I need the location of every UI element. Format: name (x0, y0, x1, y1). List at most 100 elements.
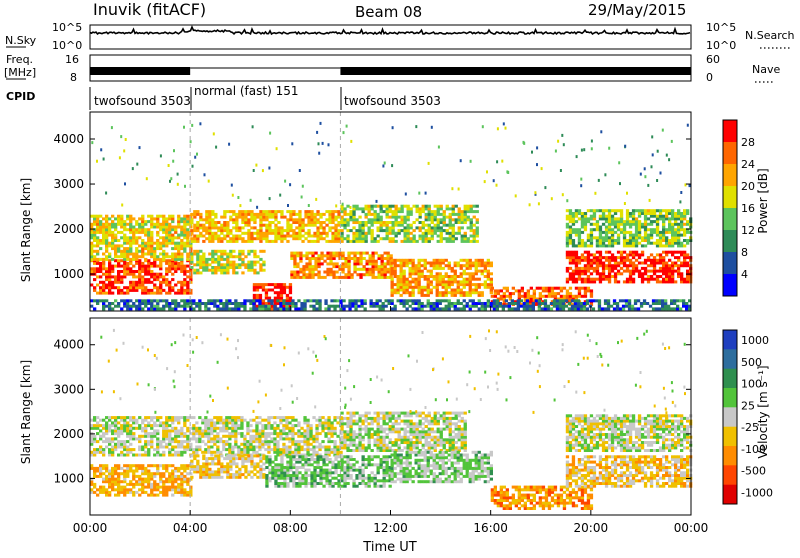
heatmap-cell (677, 275, 680, 278)
heatmap-cell (171, 478, 174, 481)
heatmap-cell (174, 419, 177, 422)
heatmap-cell (240, 427, 243, 430)
heatmap-cell (153, 278, 156, 281)
heatmap-cell (174, 302, 177, 305)
heatmap-cell (318, 307, 321, 310)
heatmap-cell (222, 307, 225, 310)
heatmap-cell (608, 220, 611, 223)
heatmap-cell (527, 295, 530, 298)
heatmap-cell (147, 270, 150, 273)
heatmap-cell (665, 275, 668, 278)
heatmap-cell (338, 252, 341, 255)
heatmap-cell (271, 210, 274, 213)
heatmap-cell (211, 253, 214, 256)
heatmap-cell (608, 262, 611, 265)
heatmap-cell (190, 240, 193, 243)
heatmap-cell (105, 286, 108, 289)
heatmap-cell (355, 207, 358, 210)
heatmap-cell (372, 257, 375, 260)
heatmap-cell (560, 289, 563, 292)
heatmap-cell (318, 299, 321, 302)
heatmap-cell (177, 253, 180, 256)
heatmap-cell (545, 289, 548, 292)
heatmap-cell (135, 223, 138, 226)
heatmap-cell (673, 307, 676, 310)
heatmap-cell (565, 299, 568, 302)
heatmap-cell (141, 215, 144, 218)
heatmap-cell (466, 305, 469, 308)
heatmap-cell (644, 212, 647, 215)
heatmap-cell (671, 251, 674, 254)
heatmap-cell (232, 255, 235, 258)
heatmap-cell (262, 250, 265, 253)
heatmap-cell (359, 252, 362, 255)
heatmap-cell (494, 295, 497, 298)
heatmap-cell (253, 283, 256, 286)
heatmap-cell (299, 252, 302, 255)
heatmap-cell (454, 289, 457, 292)
heatmap-cell (317, 262, 320, 265)
heatmap-cell (314, 262, 317, 265)
heatmap-cell (129, 223, 132, 226)
heatmap-cell (293, 273, 296, 276)
heatmap-cell (232, 250, 235, 253)
heatmap-cell (448, 305, 451, 308)
heatmap-cell (581, 242, 584, 245)
heatmap-cell (369, 257, 372, 260)
scatter-point (486, 170, 488, 173)
heatmap-cell (463, 264, 466, 267)
heatmap-cell (180, 242, 183, 245)
heatmap-cell (102, 258, 105, 261)
heatmap-cell (677, 231, 680, 234)
heatmap-cell (349, 240, 352, 243)
heatmap-cell (319, 224, 322, 227)
heatmap-cell (467, 218, 470, 221)
heatmap-cell (460, 294, 463, 297)
heatmap-cell (280, 213, 283, 216)
heatmap-cell (141, 446, 144, 449)
heatmap-cell (195, 446, 198, 449)
heatmap-cell (440, 213, 443, 216)
heatmap-cell (437, 235, 440, 238)
heatmap-cell (120, 231, 123, 234)
heatmap-cell (232, 271, 235, 274)
heatmap-cell (138, 223, 141, 226)
heatmap-cell (205, 258, 208, 261)
heatmap-cell (674, 217, 677, 220)
heatmap-cell (162, 488, 165, 491)
heatmap-cell (259, 229, 262, 232)
heatmap-cell (132, 265, 135, 268)
heatmap-cell (292, 213, 295, 216)
heatmap-cell (680, 220, 683, 223)
heatmap-cell (129, 267, 132, 270)
heatmap-cell (377, 240, 380, 243)
heatmap-cell (665, 251, 668, 254)
heatmap-cell (674, 264, 677, 267)
heatmap-cell (265, 226, 268, 229)
heatmap-cell (611, 270, 614, 273)
heatmap-cell (96, 292, 99, 295)
heatmap-cell (247, 232, 250, 235)
heatmap-cell (177, 421, 180, 424)
heatmap-cell (484, 283, 487, 286)
heatmap-cell (463, 278, 466, 281)
heatmap-cell (463, 299, 466, 302)
heatmap-cell (96, 228, 99, 231)
heatmap-cell (428, 218, 431, 221)
heatmap-cell (246, 451, 249, 454)
heatmap-cell (102, 286, 105, 289)
heatmap-cell (177, 247, 180, 250)
heatmap-cell (171, 427, 174, 430)
heatmap-cell (96, 421, 99, 424)
heatmap-cell (186, 253, 189, 256)
heatmap-cell (587, 209, 590, 212)
heatmap-cell (683, 251, 686, 254)
heatmap-cell (141, 242, 144, 245)
heatmap-cell (202, 263, 205, 266)
heatmap-cell (141, 470, 144, 473)
heatmap-cell (526, 305, 529, 308)
heatmap-cell (302, 276, 305, 279)
heatmap-cell (255, 437, 258, 440)
heatmap-cell (308, 260, 311, 263)
heatmap-cell (427, 275, 430, 278)
